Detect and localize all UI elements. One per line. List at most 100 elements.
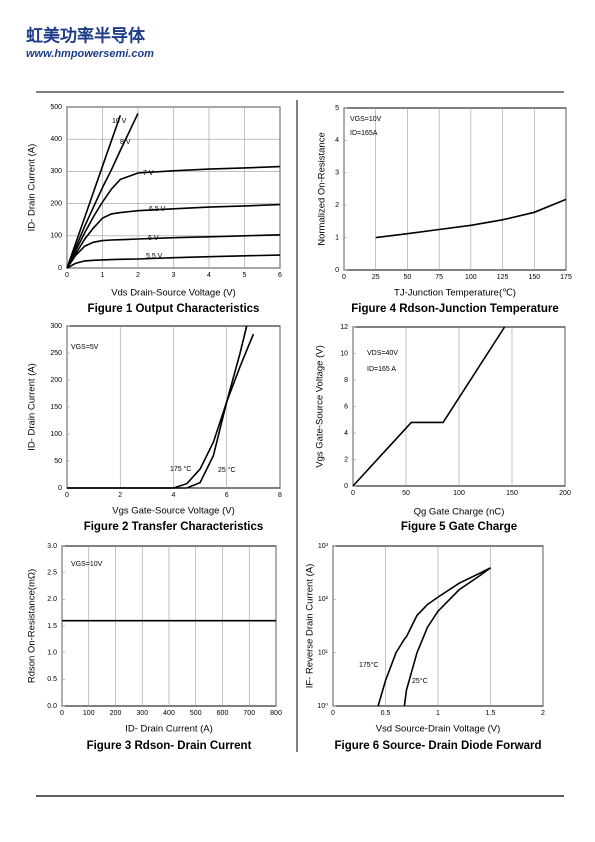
y-tick-label: 200 <box>50 200 62 207</box>
y-tick-label: 1.0 <box>47 650 57 657</box>
x-tick-label: 150 <box>506 490 518 497</box>
x-tick-label: 0 <box>351 490 355 497</box>
series-label: 7 V <box>143 170 154 177</box>
y-tick-label: 50 <box>54 458 62 465</box>
chart-title: Figure 4 Rdson-Junction Temperature <box>351 303 558 315</box>
y-tick-label: 0.0 <box>47 703 57 710</box>
y-tick-label: 0 <box>344 483 348 490</box>
y-axis-label: ID- Drain Current (A) <box>27 363 38 451</box>
x-tick-label: 400 <box>163 710 175 717</box>
x-tick-label: 100 <box>465 274 477 281</box>
y-axis-label: ID- Drain Current (A) <box>27 144 38 232</box>
x-tick-label: 4 <box>172 492 176 499</box>
series-label: 25 °C <box>218 466 236 474</box>
x-tick-label: 2 <box>136 272 140 279</box>
y-tick-label: 1.5 <box>47 623 57 630</box>
x-tick-label: 0.5 <box>381 710 391 717</box>
y-tick-label: 2 <box>335 202 339 209</box>
y-tick-label: 3 <box>335 170 339 177</box>
x-tick-label: 0 <box>65 272 69 279</box>
x-tick-label: 6 <box>225 492 229 499</box>
x-tick-label: 8 <box>278 492 282 499</box>
x-tick-label: 500 <box>190 710 202 717</box>
y-tick-label: 500 <box>50 104 62 111</box>
series-label: 175°C <box>359 661 379 669</box>
y-tick-label: 0.5 <box>47 676 57 683</box>
x-tick-label: 100 <box>83 710 95 717</box>
y-tick-label: 100 <box>50 233 62 240</box>
y-tick-label: 100 <box>50 431 62 438</box>
y-tick-label: 0 <box>58 485 62 492</box>
x-tick-label: 4 <box>207 272 211 279</box>
y-axis-label: Normalized On-Resistance <box>317 132 328 246</box>
x-axis-label: Vgs Gate-Source Voltage (V) <box>112 506 235 517</box>
x-tick-label: 0 <box>331 710 335 717</box>
y-tick-label: 10² <box>318 596 329 603</box>
annotation: VGS=10V <box>350 116 382 123</box>
x-tick-label: 1 <box>436 710 440 717</box>
y-tick-label: 150 <box>50 404 62 411</box>
x-tick-label: 600 <box>217 710 229 717</box>
x-tick-label: 1.5 <box>486 710 496 717</box>
chart-title: Figure 6 Source- Drain Diode Forward <box>334 740 541 752</box>
y-tick-label: 6 <box>344 403 348 410</box>
x-tick-label: 150 <box>528 274 540 281</box>
y-axis-label: Vgs Gate-Source Voltage (V) <box>315 345 326 468</box>
annotation: VGS=5V <box>71 344 99 351</box>
chart-title: Figure 1 Output Characteristics <box>88 303 260 315</box>
chart-title: Figure 3 Rdson- Drain Current <box>87 740 252 752</box>
chart-title: Figure 5 Gate Charge <box>401 521 517 533</box>
y-tick-label: 2 <box>344 456 348 463</box>
annotation: ID=165 A <box>367 366 396 373</box>
series-line <box>66 113 139 269</box>
series-line <box>66 254 281 269</box>
x-tick-label: 5 <box>243 272 247 279</box>
x-tick-label: 700 <box>243 710 255 717</box>
x-tick-label: 1 <box>101 272 105 279</box>
x-tick-label: 25 <box>372 274 380 281</box>
series-line <box>66 203 281 269</box>
x-tick-label: 300 <box>136 710 148 717</box>
series-line <box>66 234 281 269</box>
y-tick-label: 4 <box>344 430 348 437</box>
x-tick-label: 800 <box>270 710 282 717</box>
y-tick-label: 10³ <box>318 543 329 550</box>
company-name: 虹美功率半导体 <box>26 25 146 45</box>
y-tick-label: 12 <box>340 324 348 331</box>
x-tick-label: 50 <box>404 274 412 281</box>
x-tick-label: 175 <box>560 274 572 281</box>
y-axis-label: IF- Reverse Drain Current (A) <box>305 564 316 689</box>
series-line <box>403 567 491 707</box>
series-label: 5.5 V <box>146 253 163 260</box>
x-tick-label: 0 <box>65 492 69 499</box>
x-tick-label: 2 <box>541 710 545 717</box>
y-tick-label: 400 <box>50 136 62 143</box>
series-line <box>66 165 281 269</box>
y-tick-label: 2.5 <box>47 570 57 577</box>
y-tick-label: 10 <box>340 350 348 357</box>
x-tick-label: 75 <box>435 274 443 281</box>
y-axis-label: Rdson On-Resistance(mΩ) <box>27 569 38 683</box>
y-tick-label: 300 <box>50 168 62 175</box>
series-label: 175 °C <box>170 465 191 473</box>
x-axis-label: Qg Gate Charge (nC) <box>414 507 505 518</box>
x-axis-label: Vds Drain-Source Voltage (V) <box>111 288 236 299</box>
y-tick-label: 10⁰ <box>317 702 328 710</box>
y-tick-label: 3.0 <box>47 543 57 550</box>
series-line <box>67 325 248 489</box>
x-axis-label: TJ-Junction Temperature(℃) <box>394 288 516 299</box>
y-tick-label: 8 <box>344 377 348 384</box>
series-line <box>375 198 567 239</box>
annotation: ID=165A <box>350 130 378 137</box>
y-tick-label: 200 <box>50 377 62 384</box>
x-tick-label: 200 <box>559 490 571 497</box>
series-line <box>352 326 506 487</box>
series-label: 6.5 V <box>149 206 166 213</box>
x-tick-label: 3 <box>172 272 176 279</box>
x-tick-label: 50 <box>402 490 410 497</box>
series-label: 25°C <box>412 677 428 685</box>
series-label: 8 V <box>120 139 131 146</box>
y-tick-label: 4 <box>335 137 339 144</box>
y-tick-label: 10¹ <box>318 650 329 657</box>
